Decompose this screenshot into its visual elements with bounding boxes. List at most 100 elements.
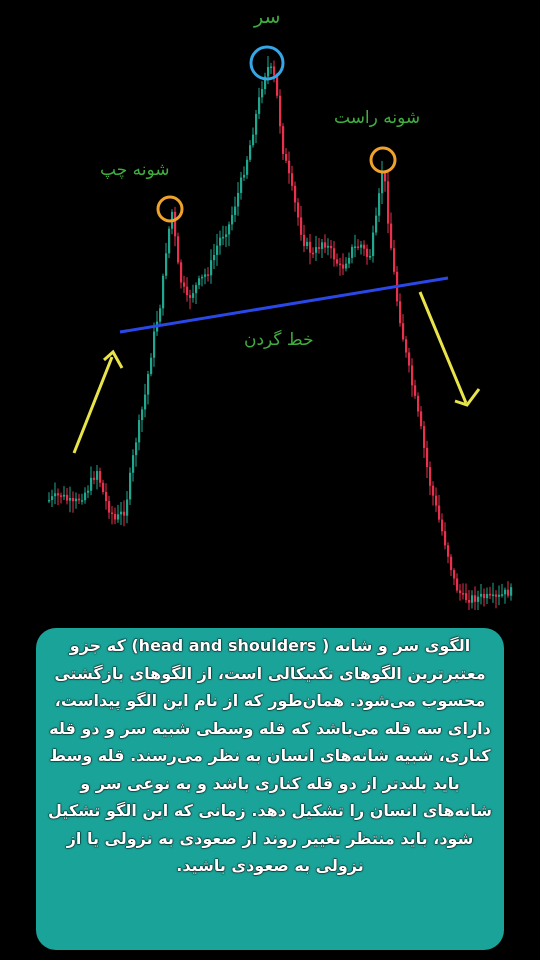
candle-body — [165, 253, 168, 276]
candle-body — [306, 241, 309, 246]
candle-body — [141, 409, 144, 421]
candle-body — [147, 374, 150, 395]
candle-body — [453, 570, 456, 579]
candle-body — [288, 160, 291, 174]
candle-body — [117, 514, 120, 520]
candles-group — [48, 56, 513, 610]
candle-body — [105, 492, 108, 502]
candle-body — [291, 173, 294, 186]
candle-body — [381, 172, 384, 194]
neckline-label: خط گردن — [244, 330, 314, 350]
candle-body — [195, 285, 198, 294]
candle-body — [360, 244, 363, 248]
candle-body — [486, 593, 489, 599]
candle-body — [384, 172, 387, 182]
candle-body — [63, 494, 66, 497]
neckline-line — [119, 276, 449, 334]
candle-body — [345, 263, 348, 269]
candle-body — [483, 593, 486, 599]
candle-body — [441, 519, 444, 532]
candle-body — [48, 499, 51, 502]
candle-body — [249, 145, 252, 160]
candle-body — [231, 215, 234, 225]
candle-body — [399, 301, 402, 324]
candle-body — [474, 595, 477, 602]
candle-body — [102, 482, 105, 493]
candle-body — [162, 275, 165, 309]
candle-body — [81, 500, 84, 502]
candle-body — [276, 75, 279, 96]
candle-body — [348, 257, 351, 264]
candle-body — [312, 252, 315, 255]
down-arrow — [418, 291, 481, 407]
candle-body — [201, 276, 204, 279]
candle-body — [378, 193, 381, 216]
candle-body — [198, 278, 201, 286]
candle-body — [153, 331, 156, 358]
candle-body — [222, 236, 225, 239]
candle-body — [471, 595, 474, 603]
candle-body — [72, 498, 75, 502]
candle-body — [111, 512, 114, 515]
candle-body — [357, 246, 360, 248]
up-arrow — [72, 349, 124, 454]
candle-body — [324, 242, 327, 248]
candle-body — [342, 264, 345, 269]
candle-body — [54, 493, 57, 497]
candle-body — [255, 113, 258, 135]
candle-body — [186, 286, 189, 296]
candle-body — [465, 593, 468, 601]
candle-body — [444, 531, 447, 546]
candle-body — [402, 323, 405, 340]
candle-body — [258, 97, 261, 114]
candle-body — [390, 223, 393, 249]
candle-body — [489, 593, 492, 596]
candle-body — [129, 472, 132, 500]
chart-area: سر شونه چپ شونه راست خط گردن — [48, 6, 513, 610]
candle-body — [90, 477, 93, 491]
price-chart — [48, 45, 513, 610]
candle-body — [504, 589, 507, 595]
candle-body — [114, 513, 117, 520]
candle-body — [84, 492, 87, 501]
candle-body — [174, 211, 177, 237]
candle-body — [354, 246, 357, 248]
candle-body — [243, 174, 246, 178]
candle-body — [93, 477, 96, 480]
caption-box: الگوی سر و شانه ( head and shoulders) که… — [36, 628, 504, 950]
candle-body — [204, 274, 207, 277]
candle-body — [414, 385, 417, 396]
candle-body — [366, 248, 369, 257]
candle-body — [183, 282, 186, 287]
candle-body — [339, 263, 342, 266]
candle-body — [207, 274, 210, 276]
candle-body — [498, 594, 501, 597]
left-shoulder-label: شونه چپ — [100, 160, 170, 180]
candle-body — [351, 246, 354, 258]
candle-body — [159, 308, 162, 322]
candle-body — [99, 471, 102, 483]
candle-body — [192, 293, 195, 298]
candle-body — [333, 248, 336, 260]
candle-body — [411, 365, 414, 386]
candle-body — [87, 490, 90, 493]
candle-body — [423, 426, 426, 448]
candle-body — [252, 134, 255, 146]
candle-body — [66, 494, 69, 501]
candle-body — [228, 224, 231, 235]
candle-body — [219, 237, 222, 246]
candle-body — [225, 234, 228, 237]
candle-body — [417, 395, 420, 412]
candle-body — [456, 578, 459, 591]
candle-body — [261, 89, 264, 98]
candle-body — [168, 228, 171, 254]
candle-body — [420, 411, 423, 427]
candle-body — [459, 590, 462, 594]
candle-body — [336, 259, 339, 264]
candle-body — [303, 234, 306, 246]
caption-text: الگوی سر و شانه ( head and shoulders) که… — [48, 636, 492, 875]
candle-body — [294, 185, 297, 203]
candle-body — [330, 245, 333, 249]
candle-body — [438, 505, 441, 520]
candle-body — [123, 511, 126, 516]
